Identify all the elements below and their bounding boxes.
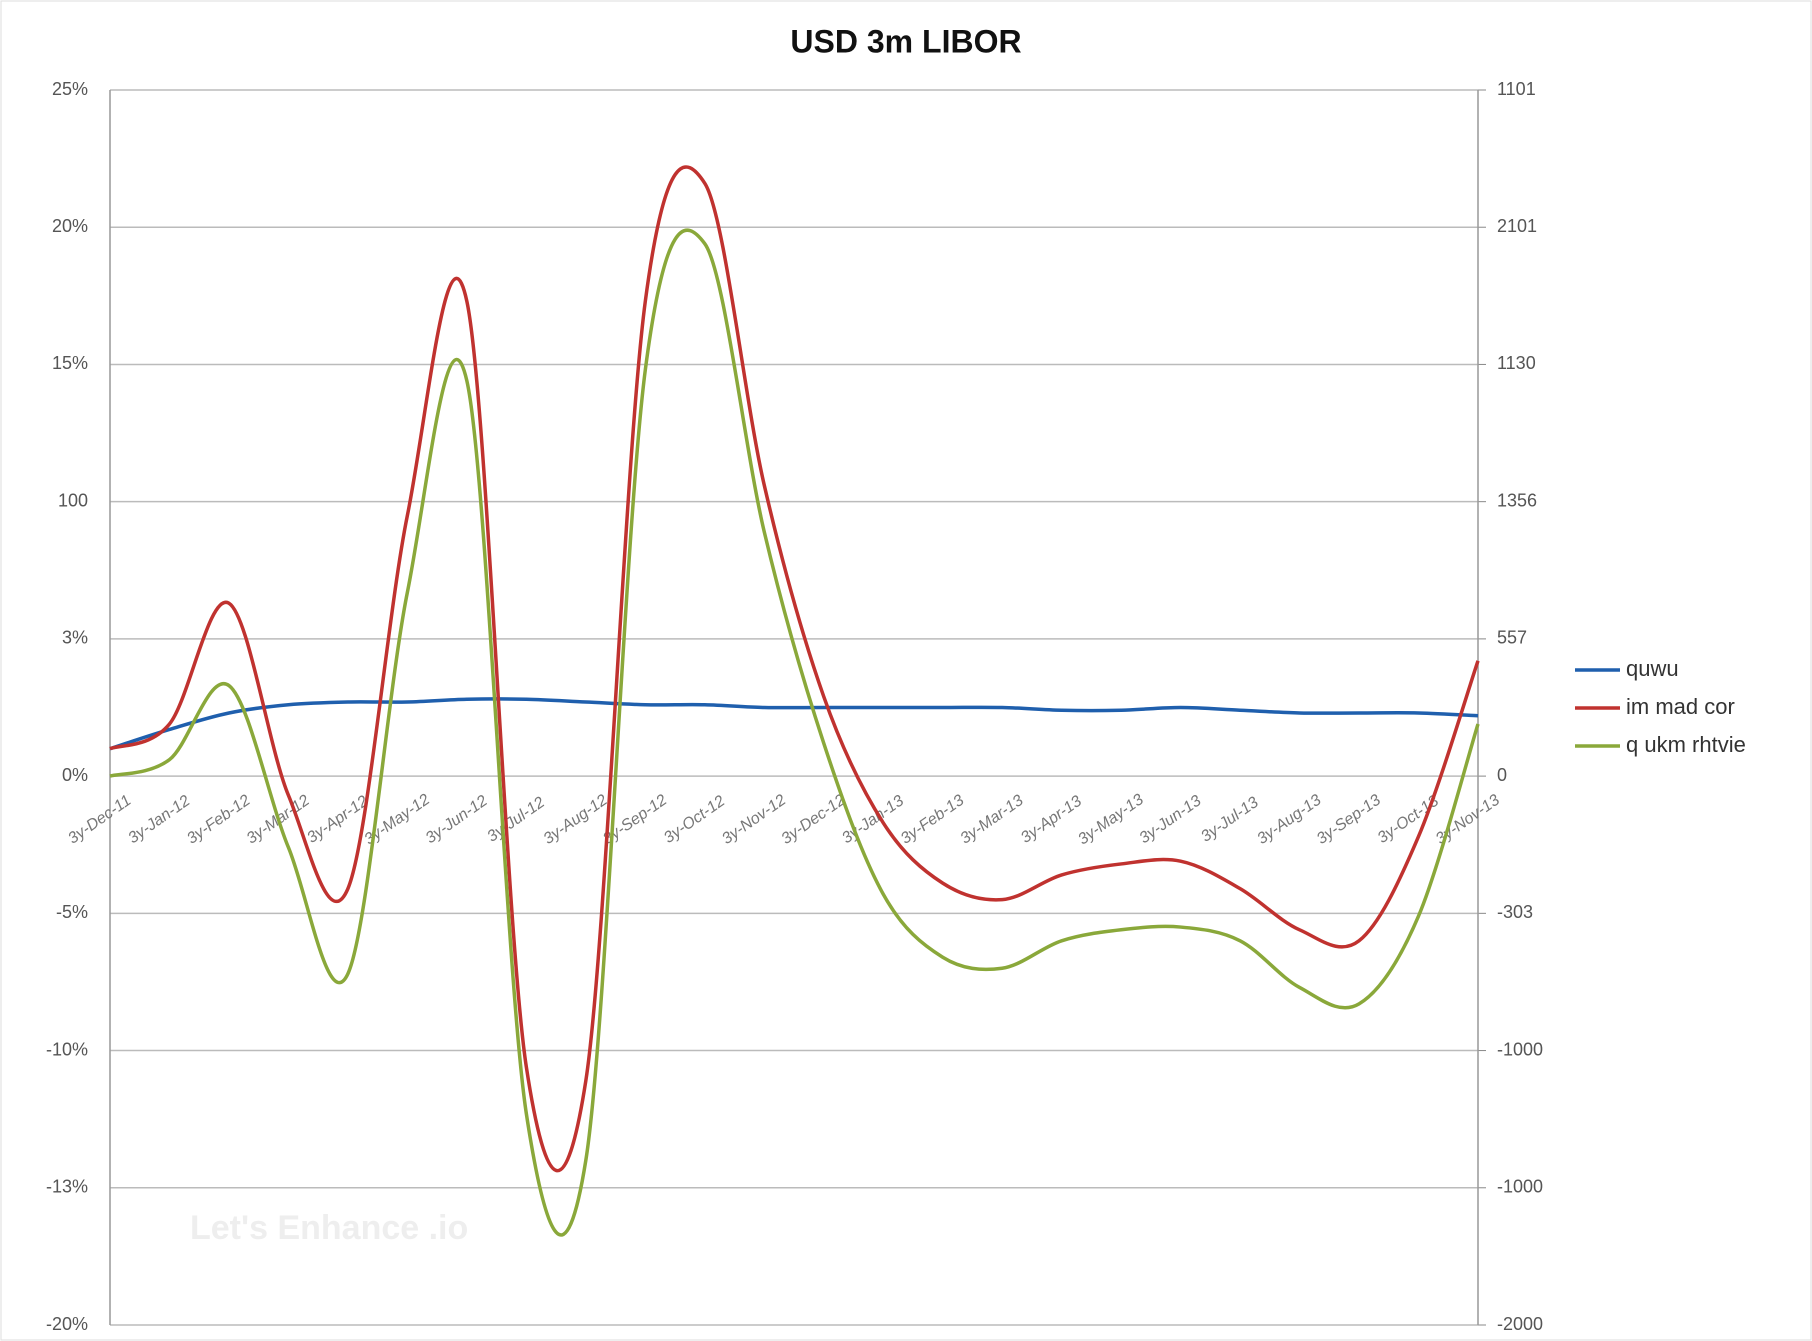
y2-tick-label: -303 <box>1497 902 1533 922</box>
y-tick-label: -5% <box>56 902 88 922</box>
y-tick-label: 25% <box>52 79 88 99</box>
y-tick-label: 100 <box>58 490 88 510</box>
legend-label: quwu <box>1626 656 1679 681</box>
legend-label: im mad cor <box>1626 694 1735 719</box>
y2-tick-label: -1000 <box>1497 1177 1543 1197</box>
y2-tick-label: 0 <box>1497 765 1507 785</box>
y2-tick-label: 2101 <box>1497 216 1537 236</box>
y2-tick-label: 1356 <box>1497 490 1537 510</box>
series-line <box>109 697 1479 751</box>
y-tick-label: -20% <box>46 1314 88 1334</box>
y-tick-label: -10% <box>46 1039 88 1059</box>
y-tick-label: -13% <box>46 1177 88 1197</box>
watermark: Let's Enhance .io <box>190 1209 468 1247</box>
chart-title: USD 3m LIBOR <box>790 23 1021 59</box>
y-tick-label: 15% <box>52 353 88 373</box>
y-tick-label: 20% <box>52 216 88 236</box>
y2-tick-label: 557 <box>1497 628 1527 648</box>
series-line <box>109 165 1480 1173</box>
y2-tick-label: 1130 <box>1497 353 1536 373</box>
y2-tick-label: -1000 <box>1497 1039 1543 1059</box>
series-line <box>109 228 1480 1237</box>
legend-label: q ukm rhtvie <box>1626 732 1746 757</box>
y2-tick-label: -2000 <box>1497 1314 1543 1334</box>
y2-tick-label: 1101 <box>1497 79 1536 99</box>
y-tick-label: 3% <box>62 628 88 648</box>
y-tick-label: 0% <box>62 765 88 785</box>
